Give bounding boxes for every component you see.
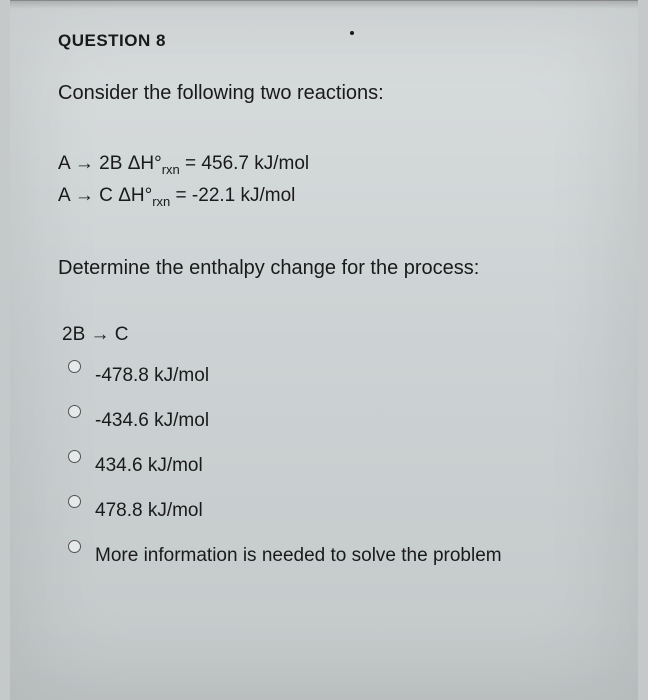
option-row[interactable]: -434.6 kJ/mol [68,403,603,432]
option-row[interactable]: -478.8 kJ/mol [68,358,603,387]
determine-prompt: Determine the enthalpy change for the pr… [58,254,603,282]
option-row[interactable]: 434.6 kJ/mol [68,448,603,477]
option-label: -478.8 kJ/mol [95,358,209,387]
option-row[interactable]: More information is needed to solve the … [68,538,603,567]
reactions-block: A → 2B ΔH°rxn = 456.7 kJ/mol A → C ΔH°rx… [58,149,603,212]
reaction-2-dh-symbol: ΔH° [118,185,152,206]
reaction-2-subscript: rxn [152,193,170,208]
reaction-1-equation: A → 2B [58,153,122,174]
reaction-1-dh-symbol: ΔH° [128,153,162,174]
question-card: QUESTION 8 Consider the following two re… [10,0,638,700]
question-prompt: Consider the following two reactions: [58,79,603,107]
reaction-1-value: = 456.7 kJ/mol [180,153,309,174]
option-label: More information is needed to solve the … [95,538,502,567]
reaction-2-value: = -22.1 kJ/mol [170,185,295,206]
option-label: 434.6 kJ/mol [95,448,203,477]
target-reaction: 2B → C [62,324,603,346]
stray-dot [350,31,354,35]
option-label: -434.6 kJ/mol [95,403,209,432]
answer-options: -478.8 kJ/mol -434.6 kJ/mol 434.6 kJ/mol… [68,358,603,567]
reaction-2: A → C ΔH°rxn = -22.1 kJ/mol [58,181,603,213]
radio-icon[interactable] [68,450,81,463]
reaction-1-subscript: rxn [162,162,180,177]
radio-icon[interactable] [68,360,81,373]
radio-icon[interactable] [68,540,81,553]
question-number-heading: QUESTION 8 [58,31,603,51]
reaction-1: A → 2B ΔH°rxn = 456.7 kJ/mol [58,149,603,181]
radio-icon[interactable] [68,495,81,508]
reaction-2-equation: A → C [58,185,113,206]
option-row[interactable]: 478.8 kJ/mol [68,493,603,522]
radio-icon[interactable] [68,405,81,418]
shadow-decoration [10,1,638,9]
option-label: 478.8 kJ/mol [95,493,203,522]
